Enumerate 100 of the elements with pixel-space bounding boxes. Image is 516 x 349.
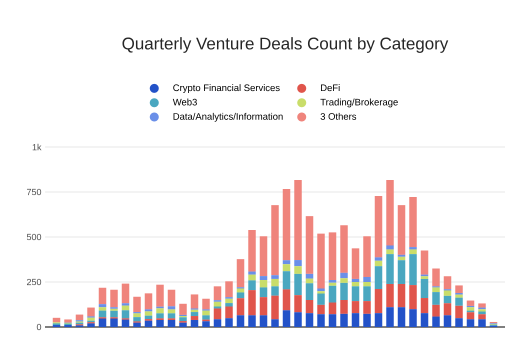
bar [248, 280, 256, 290]
bar [144, 320, 152, 327]
bar [455, 306, 463, 318]
bar [363, 282, 371, 286]
bar [282, 188, 290, 260]
bar [133, 322, 141, 327]
bar [98, 304, 106, 308]
bar [294, 295, 302, 312]
bar [409, 285, 417, 310]
bar [214, 302, 222, 306]
legend-label: 3 Others [320, 112, 356, 120]
bar [455, 294, 463, 298]
bar [248, 230, 256, 272]
bar [190, 312, 198, 316]
bar [294, 266, 302, 274]
bar [225, 306, 233, 318]
y-tick-label: 250 [26, 278, 42, 286]
bar [466, 312, 474, 320]
bar [398, 284, 406, 308]
bar [306, 278, 314, 284]
bar [478, 312, 486, 314]
bar [398, 260, 406, 284]
bar [363, 276, 371, 282]
bar [317, 314, 325, 327]
bar [420, 276, 428, 279]
bar [168, 306, 176, 310]
bar [420, 278, 428, 298]
bar [122, 320, 130, 327]
bar [225, 298, 233, 304]
chart-title: Quarterly Venture Deals Count by Category [122, 37, 448, 53]
bar [214, 286, 222, 300]
bar [156, 320, 164, 327]
bar [432, 316, 440, 327]
bar [409, 309, 417, 327]
bar [386, 245, 394, 250]
bar [386, 180, 394, 246]
bar [340, 282, 348, 300]
bar [455, 285, 463, 293]
bar [363, 314, 371, 327]
bar [260, 280, 268, 288]
bar [444, 290, 452, 296]
bar [294, 274, 302, 296]
bar [271, 275, 279, 279]
bar [432, 292, 440, 305]
bar [225, 303, 233, 306]
bar [168, 290, 176, 306]
bar [444, 276, 452, 290]
bar [340, 278, 348, 283]
bar [317, 288, 325, 292]
legend-label: Web3 [172, 98, 197, 106]
bar [236, 288, 244, 292]
bar [202, 298, 210, 310]
bar [98, 307, 106, 311]
bar [398, 205, 406, 255]
bar [306, 283, 314, 300]
bar [98, 288, 106, 304]
bar [87, 308, 95, 316]
bar [122, 306, 130, 310]
bar [374, 266, 382, 290]
bar [317, 294, 325, 305]
bar [122, 284, 130, 304]
bar [409, 197, 417, 248]
bar [340, 225, 348, 273]
bar [352, 282, 360, 286]
bar [190, 310, 198, 312]
bar [282, 260, 290, 264]
bar [306, 216, 314, 274]
bar [352, 286, 360, 302]
bar [374, 196, 382, 258]
legend-label: Crypto Financial Services [173, 84, 280, 94]
bar [87, 318, 95, 321]
bar [225, 318, 233, 327]
bar [352, 278, 360, 282]
bar [478, 314, 486, 320]
bar [202, 310, 210, 316]
bar [340, 300, 348, 314]
bar [190, 294, 198, 308]
bar [374, 313, 382, 327]
bar [386, 254, 394, 284]
bar [248, 315, 256, 327]
bar [225, 281, 233, 298]
bar [64, 319, 72, 322]
bar [202, 315, 210, 320]
bar [133, 296, 141, 312]
bar [236, 292, 244, 298]
bar [98, 318, 106, 327]
bar [340, 272, 348, 278]
bar [352, 313, 360, 327]
bar [260, 297, 268, 316]
bar [156, 284, 164, 307]
bar [110, 290, 118, 308]
bar [76, 314, 84, 320]
bar [478, 319, 486, 327]
bar [328, 314, 336, 327]
y-tick-label: 500 [26, 234, 42, 240]
bar [190, 316, 198, 320]
bar [466, 319, 474, 327]
bar [328, 302, 336, 314]
bar [432, 304, 440, 317]
bar [466, 300, 474, 306]
